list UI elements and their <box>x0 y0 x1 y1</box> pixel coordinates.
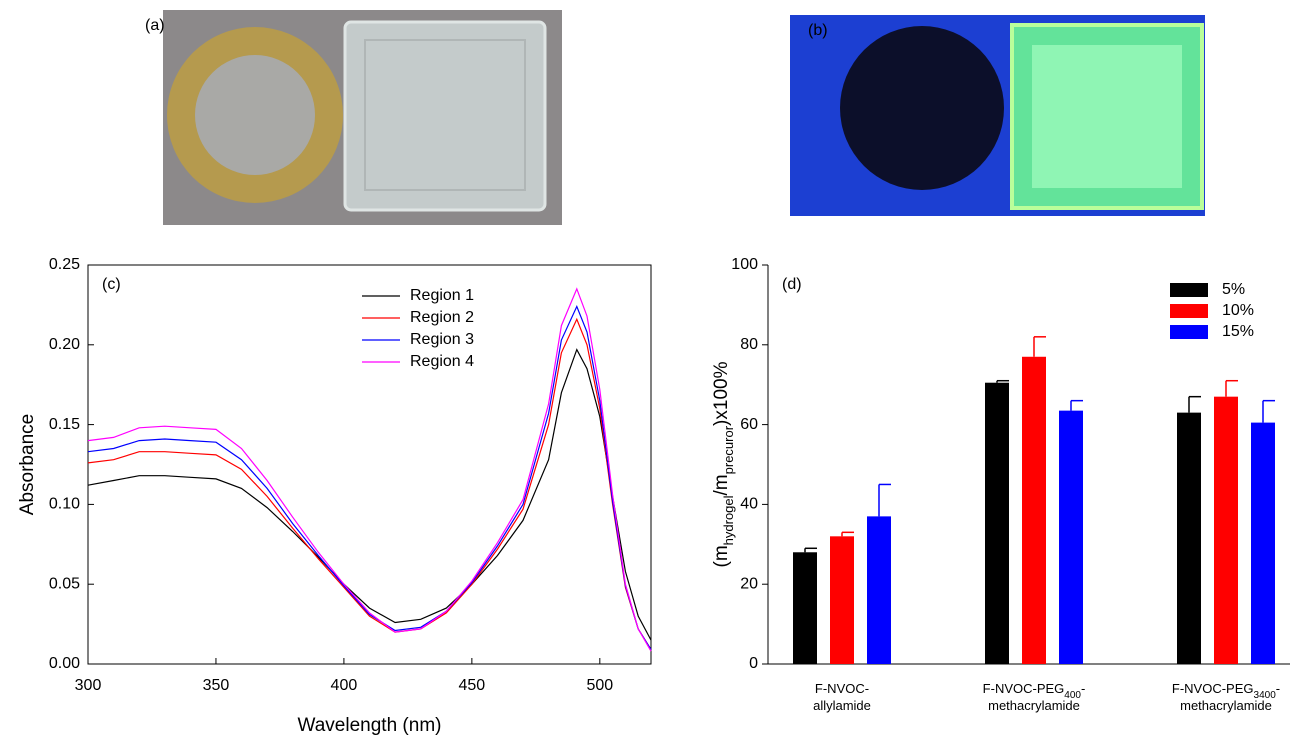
legend-swatch <box>1170 325 1208 339</box>
legend-swatch <box>1170 283 1208 297</box>
y-axis-label-part: /m <box>711 474 732 495</box>
x-tick-label: methacrylamide <box>1180 698 1272 713</box>
legend-label: 5% <box>1222 281 1245 298</box>
x-tick-label-part: methacrylamide <box>1180 698 1272 713</box>
bar <box>830 536 854 664</box>
bar <box>1059 410 1083 664</box>
x-tick-label-part: - <box>1276 681 1280 696</box>
x-tick-label: 450 <box>459 677 486 694</box>
bar <box>1022 356 1046 664</box>
y-tick-label: 80 <box>740 336 758 353</box>
legend-swatch <box>1170 304 1208 318</box>
legend-label: Region 1 <box>410 287 474 304</box>
panel-label: (b) <box>808 22 828 39</box>
y-tick-label: 0.25 <box>49 256 80 273</box>
x-tick-label: F-NVOC-PEG3400- <box>1172 681 1280 701</box>
y-axis-label-part: (m <box>711 545 732 567</box>
line-series <box>87 304 652 650</box>
x-tick-label-part: F-NVOC- <box>815 681 869 696</box>
x-tick-label-part: - <box>1081 681 1085 696</box>
plot-frame <box>87 264 652 665</box>
photo-b <box>790 15 1205 216</box>
bar <box>1214 396 1238 664</box>
x-tick-label: F-NVOC-PEG400- <box>983 681 1086 701</box>
x-tick-label-part: 400 <box>1064 690 1081 701</box>
legend-label: Region 3 <box>410 331 474 348</box>
photo-a <box>163 10 562 225</box>
x-tick-label: allylamide <box>813 698 871 713</box>
x-tick-label: 500 <box>586 677 613 694</box>
x-tick-label-part: methacrylamide <box>988 698 1080 713</box>
x-tick-label-part: F-NVOC-PEG <box>983 681 1065 696</box>
y-tick-label: 100 <box>731 256 758 273</box>
panel-label: (a) <box>145 17 165 34</box>
x-tick-label: 300 <box>75 677 102 694</box>
line-series <box>87 287 652 652</box>
legend-label: 15% <box>1222 323 1254 340</box>
y-axis-label-part: precuror <box>721 425 736 474</box>
y-tick-label: 0.05 <box>49 575 80 592</box>
legend-label: 10% <box>1222 302 1254 319</box>
x-tick-label: 400 <box>331 677 358 694</box>
y-tick-label: 0.00 <box>49 655 80 672</box>
y-axis-label-part: )x100% <box>711 361 732 426</box>
y-axis-label: Absorbance <box>17 414 38 515</box>
y-tick-label: 40 <box>740 496 758 513</box>
x-tick-label-part: F-NVOC-PEG <box>1172 681 1254 696</box>
legend-label: Region 2 <box>410 309 474 326</box>
line-series <box>87 317 652 650</box>
bar <box>793 552 817 664</box>
x-tick-label: 350 <box>203 677 230 694</box>
x-tick-label: methacrylamide <box>988 698 1080 713</box>
y-axis-label: (mhydrogel/mprecuror)x100% <box>711 361 736 567</box>
y-tick-label: 0.10 <box>49 496 80 513</box>
bar <box>1251 422 1275 664</box>
bar <box>985 382 1009 664</box>
bar <box>1177 412 1201 664</box>
y-tick-label: 0.20 <box>49 336 80 353</box>
line-series <box>87 348 652 641</box>
x-tick-label-part: 3400 <box>1254 690 1277 701</box>
panel-label: (d) <box>782 276 802 293</box>
y-tick-label: 60 <box>740 416 758 433</box>
bar <box>867 516 891 664</box>
panel-label: (c) <box>102 276 121 293</box>
y-tick-label: 20 <box>740 575 758 592</box>
y-tick-label: 0 <box>749 655 758 672</box>
legend-label: Region 4 <box>410 353 474 370</box>
x-tick-label: F-NVOC- <box>815 681 869 696</box>
y-axis-label-part: hydrogel <box>721 495 736 545</box>
x-tick-label-part: allylamide <box>813 698 871 713</box>
y-tick-label: 0.15 <box>49 416 80 433</box>
x-axis-label: Wavelength (nm) <box>298 715 442 736</box>
